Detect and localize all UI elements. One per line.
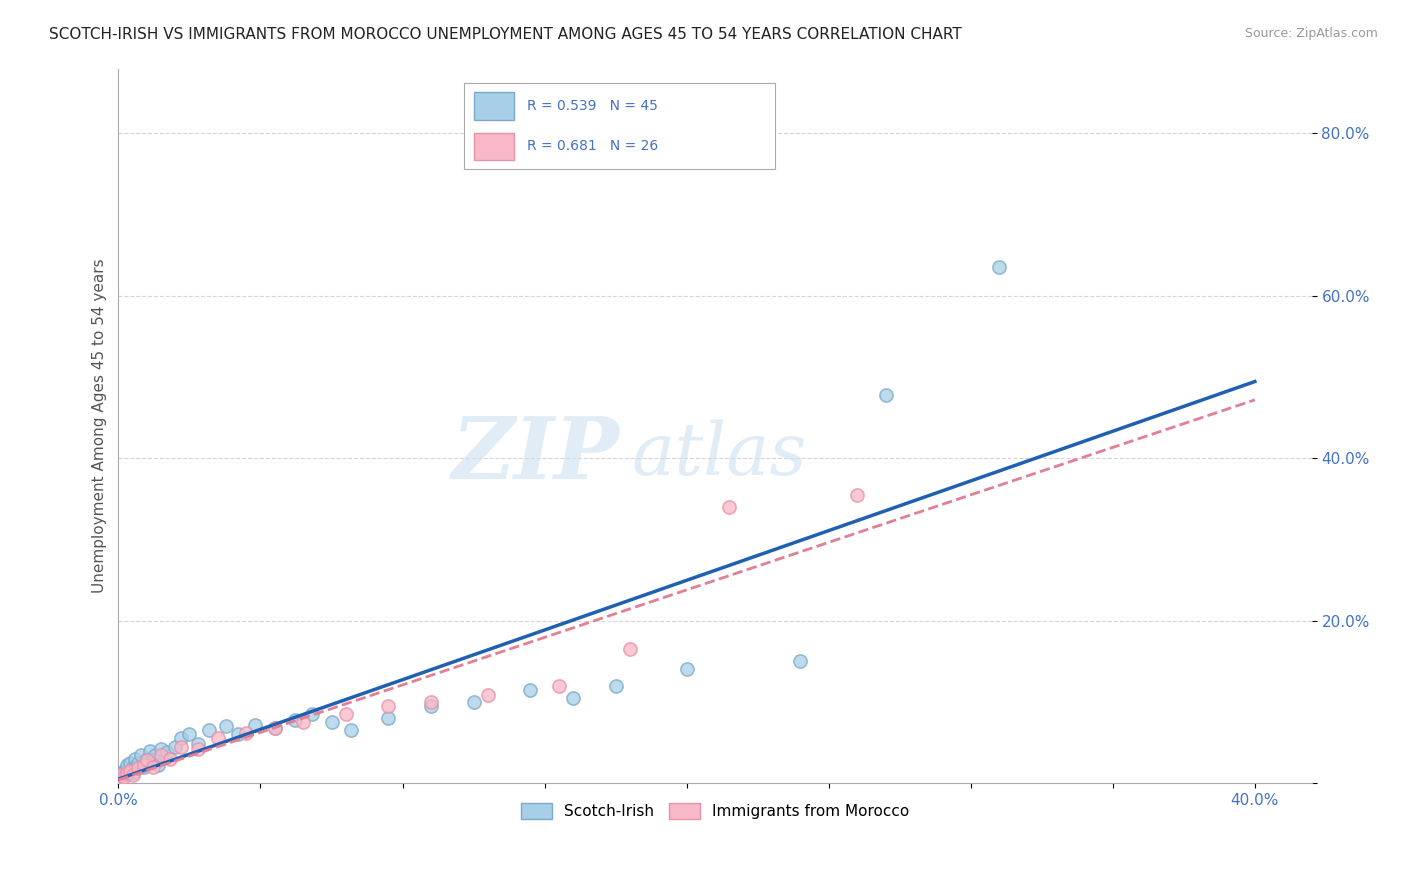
Y-axis label: Unemployment Among Ages 45 to 54 years: Unemployment Among Ages 45 to 54 years	[93, 259, 107, 593]
Point	[198, 723, 221, 738]
Point	[124, 761, 146, 775]
Point	[263, 721, 285, 735]
Point	[605, 679, 627, 693]
Point	[150, 747, 173, 762]
Point	[292, 715, 315, 730]
Point	[226, 727, 249, 741]
Point	[377, 698, 399, 713]
Point	[243, 717, 266, 731]
Text: ZIP: ZIP	[451, 413, 620, 496]
Point	[187, 737, 209, 751]
Point	[141, 753, 163, 767]
Point	[207, 731, 229, 746]
Point	[156, 745, 179, 759]
Point	[121, 768, 143, 782]
Point	[145, 747, 167, 762]
Point	[148, 758, 170, 772]
Point	[110, 770, 132, 784]
Text: Source: ZipAtlas.com: Source: ZipAtlas.com	[1244, 27, 1378, 40]
Point	[420, 698, 443, 713]
Point	[846, 488, 869, 502]
Point	[170, 739, 193, 754]
Point	[263, 721, 285, 735]
Point	[127, 761, 149, 775]
Point	[115, 758, 138, 772]
Point	[124, 752, 146, 766]
Point	[335, 706, 357, 721]
Point	[127, 756, 149, 770]
Point	[284, 713, 307, 727]
Point	[110, 768, 132, 782]
Point	[519, 682, 541, 697]
Point	[112, 768, 135, 782]
Point	[235, 725, 257, 739]
Point	[875, 388, 897, 402]
Point	[377, 711, 399, 725]
Point	[718, 500, 741, 514]
Point	[110, 766, 132, 780]
Point	[463, 695, 485, 709]
Point	[135, 752, 157, 766]
Point	[141, 760, 163, 774]
Point	[115, 761, 138, 775]
Point	[159, 752, 181, 766]
Point	[340, 723, 363, 738]
Point	[179, 727, 201, 741]
Point	[138, 743, 160, 757]
Point	[562, 690, 585, 705]
Point	[619, 642, 641, 657]
Point	[215, 719, 238, 733]
Point	[135, 753, 157, 767]
Point	[187, 742, 209, 756]
Point	[321, 715, 343, 730]
Point	[132, 760, 155, 774]
Point	[118, 764, 141, 778]
Point	[132, 758, 155, 772]
Point	[477, 689, 499, 703]
Point	[115, 766, 138, 780]
Point	[165, 739, 187, 754]
Point	[675, 662, 697, 676]
Point	[988, 260, 1011, 275]
Point	[112, 770, 135, 784]
Text: atlas: atlas	[631, 419, 807, 490]
Point	[129, 747, 152, 762]
Point	[110, 772, 132, 786]
Point	[118, 764, 141, 778]
Point	[121, 766, 143, 780]
Point	[547, 679, 569, 693]
Text: SCOTCH-IRISH VS IMMIGRANTS FROM MOROCCO UNEMPLOYMENT AMONG AGES 45 TO 54 YEARS C: SCOTCH-IRISH VS IMMIGRANTS FROM MOROCCO …	[49, 27, 962, 42]
Point	[301, 706, 323, 721]
Point	[112, 764, 135, 778]
Point	[150, 742, 173, 756]
Legend: Scotch-Irish, Immigrants from Morocco: Scotch-Irish, Immigrants from Morocco	[515, 797, 915, 825]
Point	[118, 756, 141, 770]
Point	[789, 654, 811, 668]
Point	[121, 760, 143, 774]
Point	[170, 731, 193, 746]
Point	[420, 695, 443, 709]
